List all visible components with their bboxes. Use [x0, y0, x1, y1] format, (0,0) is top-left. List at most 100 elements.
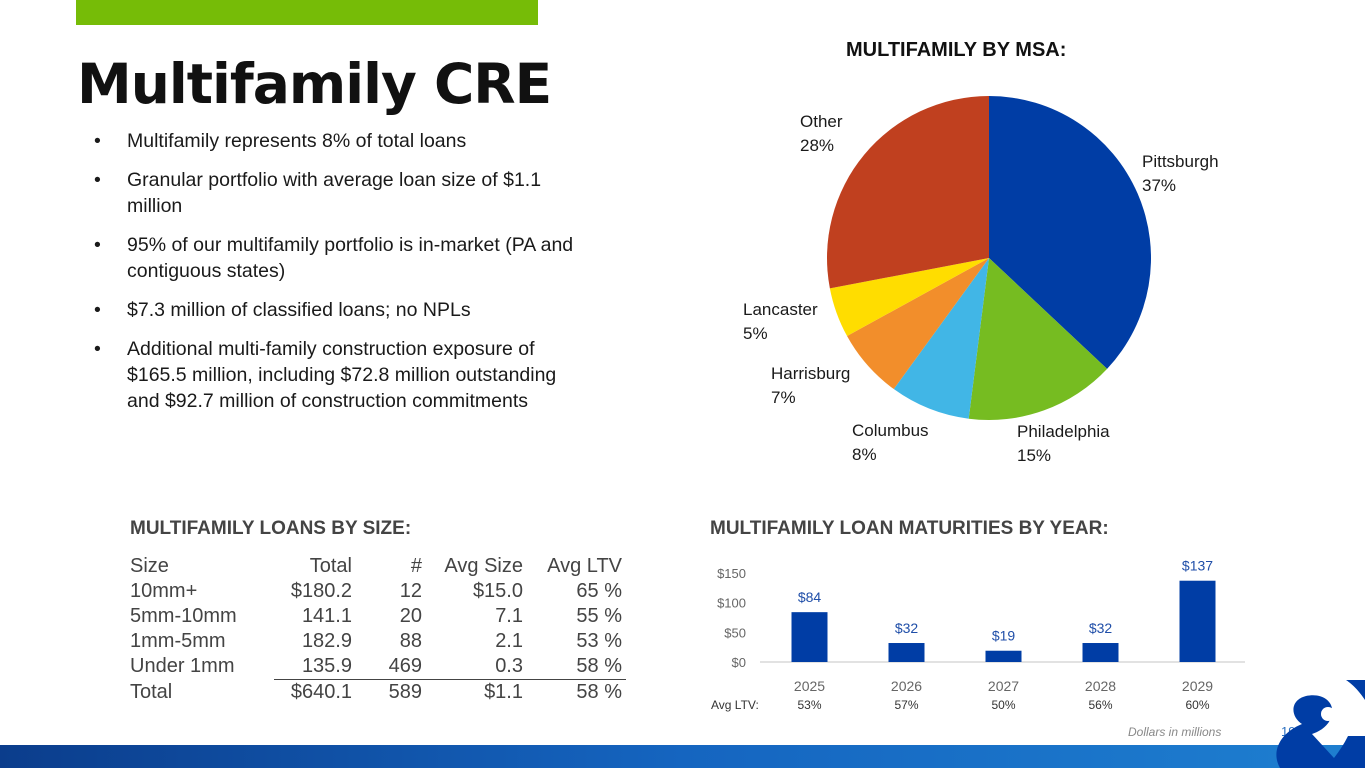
table-cell: 1mm-5mm [130, 630, 226, 652]
bar-data-label: $137 [1182, 558, 1213, 574]
pie-label-value: 28% [800, 136, 835, 155]
footnote: Dollars in millions [1128, 725, 1222, 739]
bullet-item: $7.3 million of classified loans; no NPL… [94, 297, 574, 323]
pie-slice-philadelphia [968, 258, 1108, 421]
footer-bar [0, 745, 1365, 768]
table-row: 5mm-10mm 141.1 20 7.1 55 % [124, 604, 626, 629]
table-cell: 65 % [576, 580, 622, 602]
pie-slice-columbus [893, 258, 989, 419]
x-tick-label: 2025 [794, 678, 825, 694]
x-tick-label: 2026 [891, 678, 922, 694]
table-header: Total [309, 555, 352, 577]
table-cell: Under 1mm [130, 655, 235, 678]
table-row: Under 1mm 135.9 469 0.3 58 % [124, 654, 626, 680]
table-cell: 7.1 [495, 605, 523, 627]
pie-slice-pittsburgh [989, 96, 1151, 369]
pie-label-name: Harrisburg [771, 364, 851, 383]
table-cell: 88 [399, 630, 422, 652]
pie-chart-title: MULTIFAMILY BY MSA: [846, 39, 1067, 61]
pie-label-philadelphia: Philadelphia 15% [1017, 420, 1110, 468]
table-cell: 55 % [576, 605, 622, 627]
pie-label-name: Pittsburgh [1142, 152, 1219, 171]
avg-ltv-value: 53% [797, 698, 821, 712]
pie-label-name: Other [800, 112, 843, 131]
pie-label-name: Lancaster [743, 300, 818, 319]
table-cell: 469 [388, 655, 422, 677]
table-cell: 53 % [576, 630, 622, 652]
bullet-item: Additional multi-family construction exp… [94, 336, 574, 414]
bar-2028 [1082, 643, 1119, 662]
table-cell: $180.2 [290, 580, 352, 602]
table-cell: 141.1 [301, 605, 352, 627]
y-tick-label: $100 [717, 596, 746, 611]
bullet-list: Multifamily represents 8% of total loans… [94, 128, 574, 427]
y-tick-label: $150 [717, 566, 746, 581]
pie-label-pittsburgh: Pittsburgh 37% [1142, 150, 1219, 198]
table-cell: 589 [356, 679, 426, 705]
x-tick-label: 2029 [1182, 678, 1213, 694]
bar-data-label: $19 [992, 628, 1016, 644]
table-cell: 58 % [576, 655, 622, 677]
table-cell: 12 [399, 580, 422, 602]
table-cell: $640.1 [274, 679, 356, 705]
pie-label-value: 8% [852, 445, 877, 464]
table-header-row: Size Total # Avg Size Avg LTV [124, 554, 626, 579]
bullet-item: Multifamily represents 8% of total loans [94, 128, 574, 154]
avg-ltv-value: 57% [894, 698, 918, 712]
pie-label-value: 37% [1142, 176, 1177, 195]
pie-slice-lancaster [829, 258, 989, 337]
table-header: Avg LTV [547, 555, 622, 577]
bar-data-label: $32 [895, 620, 919, 636]
pie-label-value: 15% [1017, 446, 1052, 465]
bar-2027 [985, 650, 1022, 662]
avg-ltv-label: Avg LTV: [711, 698, 759, 712]
pie-label-name: Philadelphia [1017, 422, 1110, 441]
page-title: Multifamily CRE [77, 52, 552, 116]
pie-label-value: 5% [743, 324, 768, 343]
table-cell: 20 [399, 605, 422, 627]
table-cell: 10mm+ [130, 580, 198, 602]
accent-bar [76, 0, 538, 25]
y-tick-label: $50 [724, 625, 746, 640]
bar-data-label: $32 [1089, 620, 1113, 636]
table-cell: 135.9 [301, 655, 352, 677]
x-tick-label: 2028 [1085, 678, 1116, 694]
table-cell: 0.3 [495, 655, 523, 677]
bar-data-label: $84 [798, 589, 822, 605]
loans-by-size-table: Size Total # Avg Size Avg LTV 10mm+ $180… [124, 554, 626, 705]
y-tick-label: $0 [732, 655, 746, 670]
table-header: # [410, 555, 422, 577]
pie-label-name: Columbus [852, 421, 929, 440]
pie-label-other: Other 28% [800, 110, 843, 158]
bar-chart-title: MULTIFAMILY LOAN MATURITIES BY YEAR: [710, 518, 1109, 539]
table-cell: 2.1 [495, 630, 523, 652]
avg-ltv-value: 50% [991, 698, 1015, 712]
table-cell: $1.1 [426, 679, 527, 705]
bullet-item: Granular portfolio with average loan siz… [94, 167, 574, 219]
table-cell: $15.0 [472, 580, 523, 602]
pie-label-value: 7% [771, 388, 796, 407]
msa-pie-chart [827, 96, 1151, 421]
bar-2026 [888, 643, 925, 662]
avg-ltv-value: 60% [1185, 698, 1209, 712]
ampersand-logo-icon [1276, 680, 1365, 768]
table-row: 10mm+ $180.2 12 $15.0 65 % [124, 579, 626, 604]
pie-slice-other [827, 96, 989, 289]
table-cell: 58 % [527, 679, 626, 705]
table-cell: 182.9 [301, 630, 352, 652]
x-tick-label: 2027 [988, 678, 1019, 694]
table-cell: 5mm-10mm [130, 605, 237, 627]
table-cell: Total [130, 680, 173, 703]
avg-ltv-value: 56% [1088, 698, 1112, 712]
bullet-item: 95% of our multifamily portfolio is in-m… [94, 232, 574, 284]
maturities-bar-chart: $0 $50 $100 $150 Avg LTV: $84 2025 53% $32 2026 57… [711, 558, 1245, 712]
pie-slice-harrisburg [847, 258, 989, 390]
size-table-title: MULTIFAMILY LOANS BY SIZE: [130, 518, 412, 539]
pie-label-harrisburg: Harrisburg 7% [771, 362, 850, 410]
bar-2025 [791, 612, 828, 662]
table-header: Avg Size [444, 555, 523, 577]
pie-label-columbus: Columbus 8% [852, 419, 929, 467]
pie-label-lancaster: Lancaster 5% [743, 298, 818, 346]
table-total-row: Total $640.1 589 $1.1 58 % [124, 679, 626, 705]
bar-2029 [1179, 580, 1216, 662]
